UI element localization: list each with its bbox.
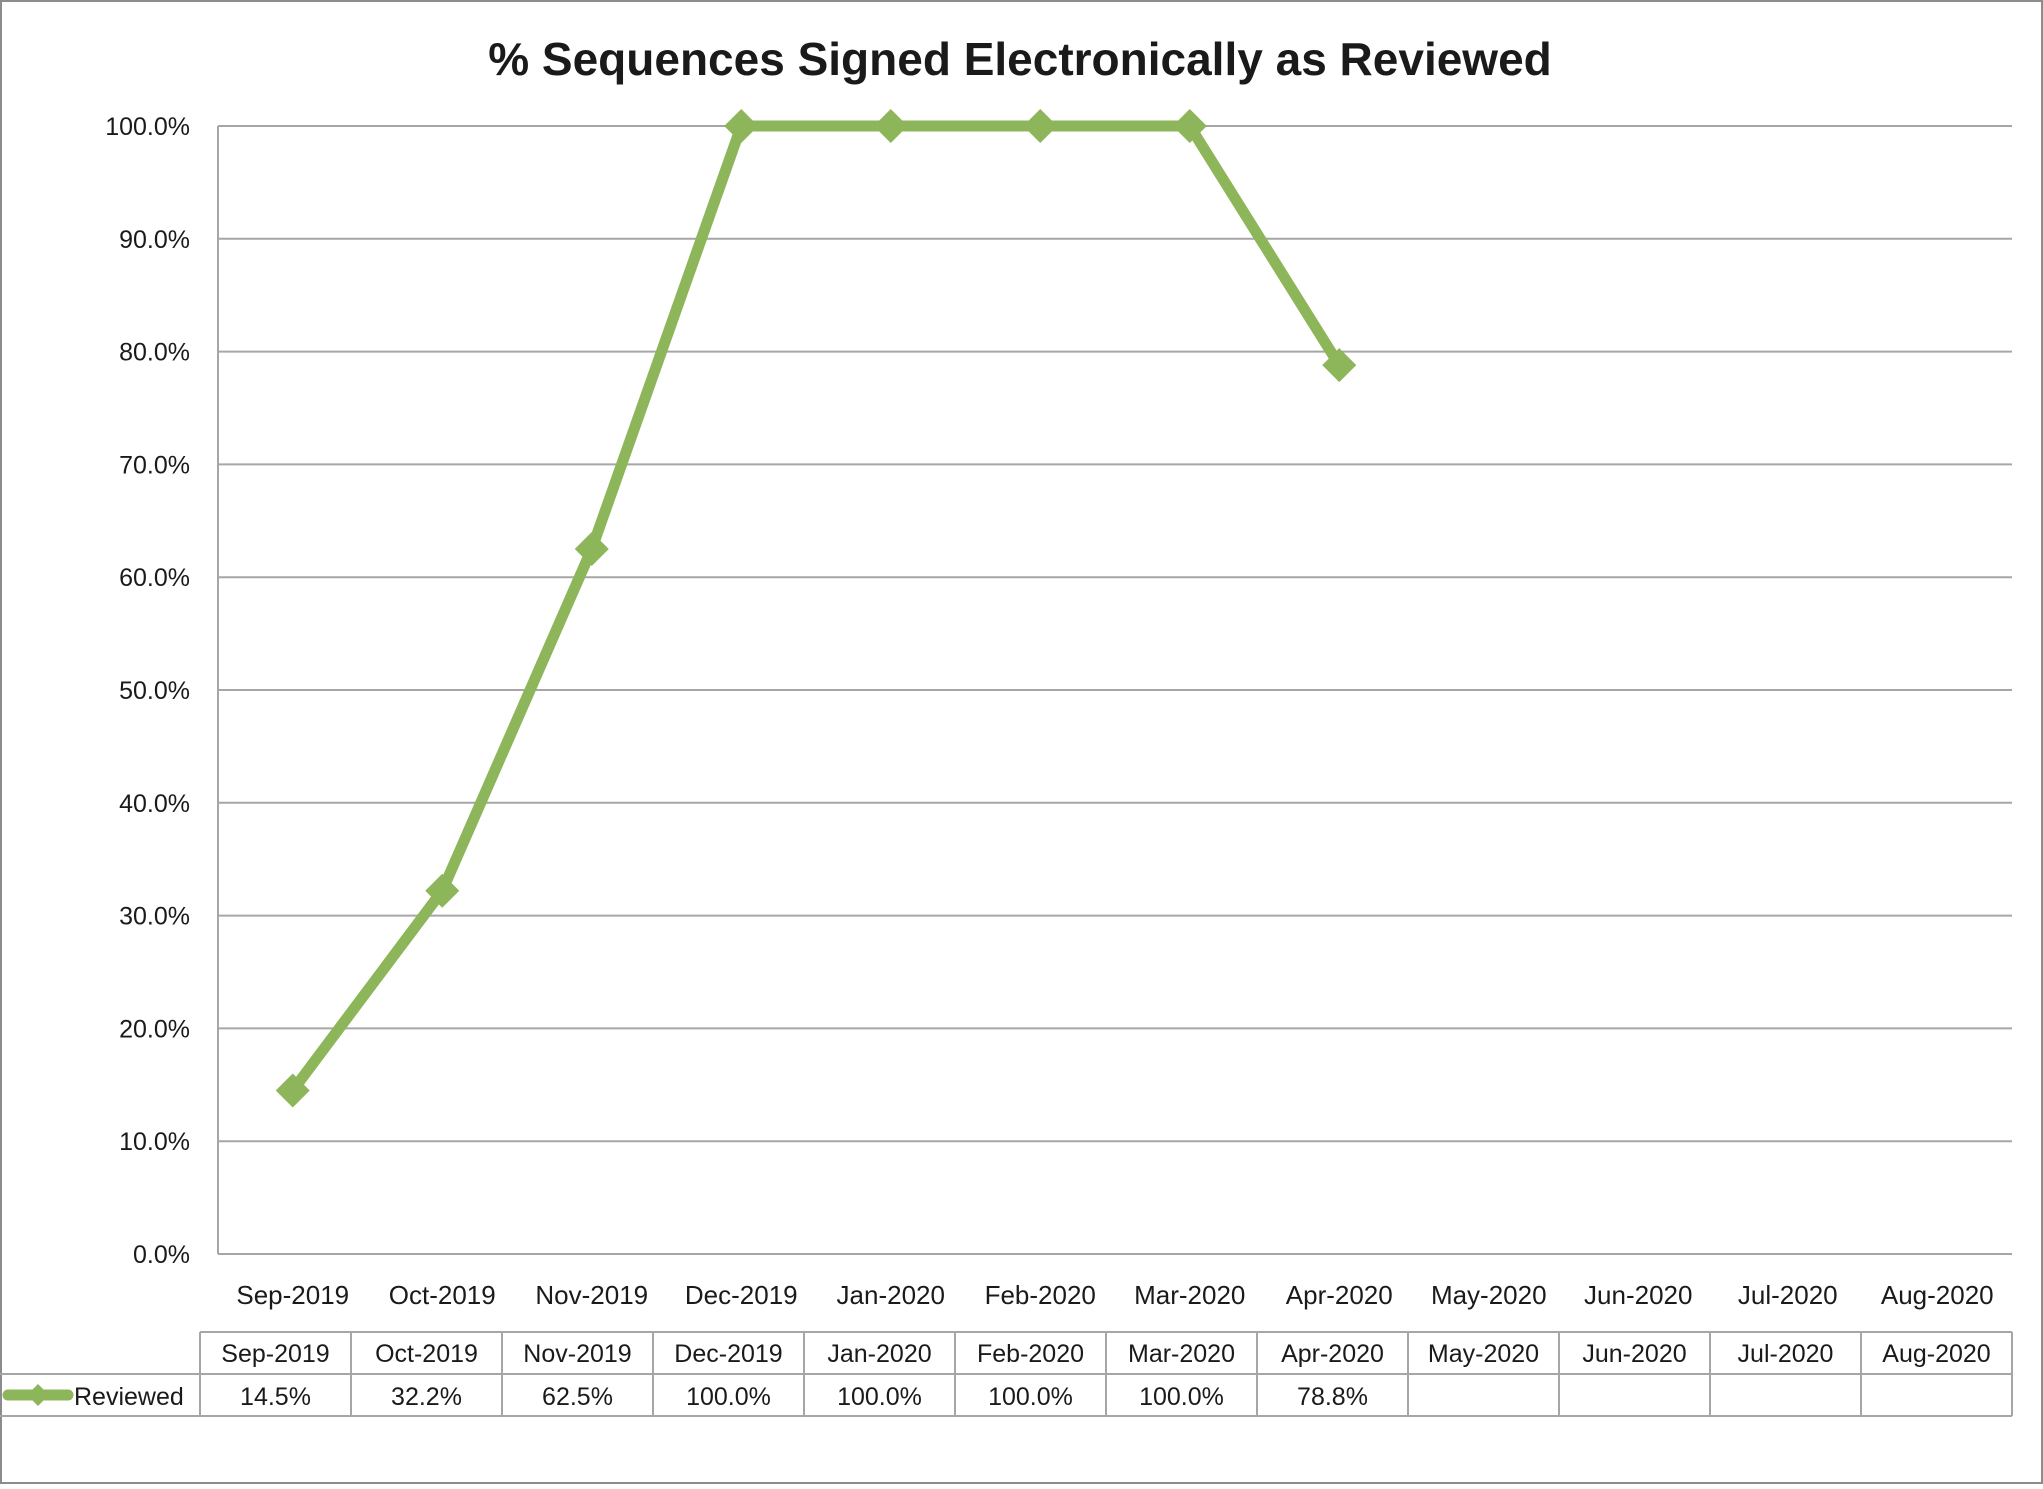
x-tick-label: May-2020	[1431, 1280, 1547, 1310]
x-tick-label: Jul-2020	[1738, 1280, 1838, 1310]
x-tick-label: Apr-2020	[1286, 1280, 1393, 1310]
x-tick-label: Dec-2019	[685, 1280, 798, 1310]
data-point-marker	[275, 1073, 310, 1108]
x-tick-label: Sep-2019	[236, 1280, 349, 1310]
data-point-marker	[1172, 109, 1207, 143]
table-value-cell: 100.0%	[988, 1383, 1073, 1411]
data-point-marker	[1322, 348, 1357, 383]
table-header-cell: Oct-2019	[375, 1340, 478, 1368]
series-line-reviewed	[287, 120, 1345, 1096]
x-tick-label: Aug-2020	[1881, 1280, 1994, 1310]
table-header-cell: Jun-2020	[1582, 1340, 1686, 1368]
table-header-cell: Nov-2019	[523, 1340, 631, 1368]
table-value-cell: 100.0%	[686, 1383, 771, 1411]
y-tick-label: 30.0%	[119, 903, 190, 931]
y-tick-label: 60.0%	[119, 564, 190, 592]
y-tick-label: 20.0%	[119, 1015, 190, 1043]
x-tick-label: Jun-2020	[1584, 1280, 1692, 1310]
x-tick-label: Mar-2020	[1134, 1280, 1245, 1310]
x-axis-tick-labels: Sep-2019 Oct-2019 Nov-2019 Dec-2019 Jan-2020…	[236, 1280, 1993, 1310]
table-value-cell: 14.5%	[240, 1383, 311, 1411]
data-point-marker	[724, 109, 759, 143]
y-tick-label: 70.0%	[119, 451, 190, 479]
series-reviewed	[275, 109, 1357, 1108]
table-header-cell: Dec-2019	[674, 1340, 782, 1368]
legend-series-name: Reviewed	[74, 1383, 184, 1411]
data-point-marker	[1023, 109, 1058, 143]
table-value-cell: 100.0%	[1139, 1383, 1224, 1411]
y-tick-label: 50.0%	[119, 677, 190, 705]
table-header-cell: May-2020	[1428, 1340, 1539, 1368]
table-header-cell: Aug-2020	[1882, 1340, 1990, 1368]
table-header-cell: Apr-2020	[1281, 1340, 1384, 1368]
y-tick-label: 80.0%	[119, 339, 190, 367]
table-value-cell: 62.5%	[542, 1383, 613, 1411]
table-value-cell: 32.2%	[391, 1383, 462, 1411]
x-tick-label: Feb-2020	[985, 1280, 1096, 1310]
y-tick-label: 40.0%	[119, 790, 190, 818]
x-tick-label: Nov-2019	[535, 1280, 648, 1310]
data-point-marker	[574, 532, 609, 566]
table-header-cell: Mar-2020	[1128, 1340, 1235, 1368]
y-tick-label: 100.0%	[105, 113, 190, 141]
y-tick-label: 90.0%	[119, 226, 190, 254]
data-table: Sep-2019 14.5% Oct-2019 32.2% Nov-2019 62.5% D…	[0, 1331, 2013, 1417]
x-tick-label: Oct-2019	[389, 1280, 496, 1310]
legend-marker	[27, 1384, 49, 1406]
table-header-cell: Feb-2020	[977, 1340, 1084, 1368]
table-header-cell: Jul-2020	[1738, 1340, 1834, 1368]
chart-title: % Sequences Signed Electronically as Rev…	[488, 33, 1552, 85]
data-point-marker	[873, 109, 908, 143]
table-value-cell: 78.8%	[1297, 1383, 1368, 1411]
table-header-cell: Jan-2020	[827, 1340, 931, 1368]
table-value-cell: 100.0%	[837, 1383, 922, 1411]
y-tick-label: 0.0%	[133, 1241, 190, 1269]
gridlines	[217, 125, 2012, 1255]
data-point-marker	[425, 873, 460, 908]
y-axis-tick-labels: 0.0% 10.0% 20.0% 30.0% 40.0% 50.0% 60.0% 70.0% 8…	[105, 113, 190, 1269]
y-tick-label: 10.0%	[119, 1128, 190, 1156]
table-header-cell: Sep-2019	[221, 1340, 329, 1368]
x-tick-label: Jan-2020	[837, 1280, 945, 1310]
